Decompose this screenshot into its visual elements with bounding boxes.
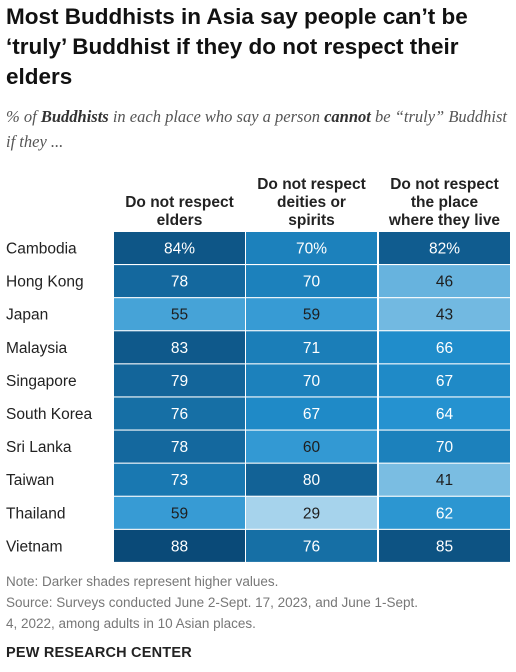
row-label-south-korea: South Korea bbox=[6, 406, 93, 423]
column-header-3-line-1: Do not respect bbox=[390, 176, 499, 193]
row-label-sri-lanka: Sri Lanka bbox=[6, 439, 72, 456]
heat-cell bbox=[114, 463, 245, 496]
chart-source-line-2: 4, 2022, among adults in 10 Asian places… bbox=[6, 616, 256, 631]
cell-value-label: 59 bbox=[171, 505, 188, 522]
heat-cell bbox=[246, 298, 377, 331]
cell-value-label: 62 bbox=[436, 505, 453, 522]
cell-value-label: 85 bbox=[436, 538, 453, 555]
column-header-1-line-2: elders bbox=[157, 212, 203, 229]
cell-value-label: 66 bbox=[436, 340, 453, 357]
chart-subtitle: % of Buddhists in each place who say a p… bbox=[6, 104, 511, 154]
heat-cell bbox=[114, 364, 245, 397]
chart-title: Most Buddhists in Asia say people can’t … bbox=[6, 4, 468, 89]
cell-value-label: 41 bbox=[436, 472, 453, 489]
cell-value-label: 60 bbox=[303, 439, 321, 456]
row-label-malaysia: Malaysia bbox=[6, 340, 68, 357]
cell-value-label: 29 bbox=[303, 505, 320, 522]
heat-cell bbox=[379, 364, 510, 397]
cell-value-label: 71 bbox=[303, 340, 320, 357]
heat-cell bbox=[246, 496, 377, 529]
heat-cell bbox=[114, 265, 245, 298]
heat-cell bbox=[379, 298, 510, 331]
cell-value-label: 83 bbox=[171, 340, 188, 357]
column-header-2-line-3: spirits bbox=[288, 212, 335, 229]
heat-cell bbox=[246, 364, 377, 397]
row-label-thailand: Thailand bbox=[6, 505, 65, 522]
subtitle-bold-buddhists: Buddhists bbox=[40, 107, 109, 126]
heat-cell bbox=[114, 331, 245, 364]
cell-value-label: 79 bbox=[171, 373, 188, 390]
heat-cell bbox=[114, 529, 245, 562]
heat-cell bbox=[114, 397, 245, 430]
row-label-singapore: Singapore bbox=[6, 373, 77, 390]
heat-cell bbox=[114, 232, 245, 264]
heat-cell bbox=[379, 430, 510, 463]
subtitle-part-2: in each place who say a person bbox=[108, 107, 325, 126]
column-header-1-line-1: Do not respect bbox=[125, 194, 234, 211]
heat-cell bbox=[114, 430, 245, 463]
row-label-hong-kong: Hong Kong bbox=[6, 274, 84, 291]
cell-value-label: 67 bbox=[303, 406, 320, 423]
heat-cell bbox=[379, 463, 510, 496]
cell-value-label: 80 bbox=[303, 472, 321, 489]
heat-cell bbox=[114, 496, 245, 529]
cell-value-label: 88 bbox=[171, 538, 188, 555]
cell-value-label: 70 bbox=[303, 274, 321, 291]
column-header-3-line-2: the place bbox=[411, 194, 479, 211]
column-header-2-line-1: Do not respect bbox=[257, 176, 366, 193]
heat-cell bbox=[114, 298, 245, 331]
heat-cell bbox=[379, 232, 510, 264]
cell-value-label: 70 bbox=[303, 373, 321, 390]
cell-value-label: 55 bbox=[171, 307, 188, 324]
chart-note: Note: Darker shades represent higher val… bbox=[6, 574, 279, 589]
cell-value-label: 67 bbox=[436, 373, 453, 390]
cell-value-label: 64 bbox=[436, 406, 454, 423]
chart-source-line-1: Source: Surveys conducted June 2-Sept. 1… bbox=[6, 595, 419, 610]
subtitle-part-1: % of bbox=[6, 107, 41, 126]
cell-value-label: 78 bbox=[171, 274, 188, 291]
cell-value-label: 70 bbox=[436, 439, 454, 456]
heat-cell bbox=[379, 529, 510, 562]
row-label-japan: Japan bbox=[6, 307, 48, 324]
pew-logo: PEW RESEARCH CENTER bbox=[6, 645, 192, 661]
row-label-taiwan: Taiwan bbox=[6, 472, 54, 489]
cell-value-label: 46 bbox=[436, 274, 453, 291]
column-header-3-line-3: where they live bbox=[388, 212, 501, 229]
heat-cell bbox=[379, 331, 510, 364]
cell-value-label: 84% bbox=[164, 241, 195, 258]
cell-value-label: 76 bbox=[171, 406, 188, 423]
row-label-vietnam: Vietnam bbox=[6, 538, 63, 555]
cell-value-label: 78 bbox=[171, 439, 188, 456]
heat-cell bbox=[246, 430, 377, 463]
subtitle-part-3: be “truly” Buddhist if they ... bbox=[6, 107, 508, 151]
row-label-cambodia: Cambodia bbox=[6, 241, 77, 258]
cell-value-label: 73 bbox=[171, 472, 188, 489]
cell-value-label: 82% bbox=[429, 241, 460, 258]
heat-cell bbox=[246, 331, 377, 364]
heat-cell bbox=[246, 397, 377, 430]
heat-cell bbox=[246, 232, 377, 264]
heat-cell bbox=[246, 463, 377, 496]
column-header-2-line-2: deities or bbox=[277, 194, 346, 211]
cell-value-label: 76 bbox=[303, 538, 320, 555]
heat-cell bbox=[246, 529, 377, 562]
cell-value-label: 43 bbox=[436, 307, 453, 324]
notes-block: Note: Darker shades represent higher val… bbox=[6, 571, 511, 634]
cell-value-label: 70% bbox=[296, 241, 327, 258]
heat-cell bbox=[246, 265, 377, 298]
heat-cell bbox=[379, 265, 510, 298]
heat-cell bbox=[379, 496, 510, 529]
heat-cell bbox=[379, 397, 510, 430]
subtitle-bold-cannot: cannot bbox=[324, 107, 371, 126]
cell-value-label: 59 bbox=[303, 307, 320, 324]
